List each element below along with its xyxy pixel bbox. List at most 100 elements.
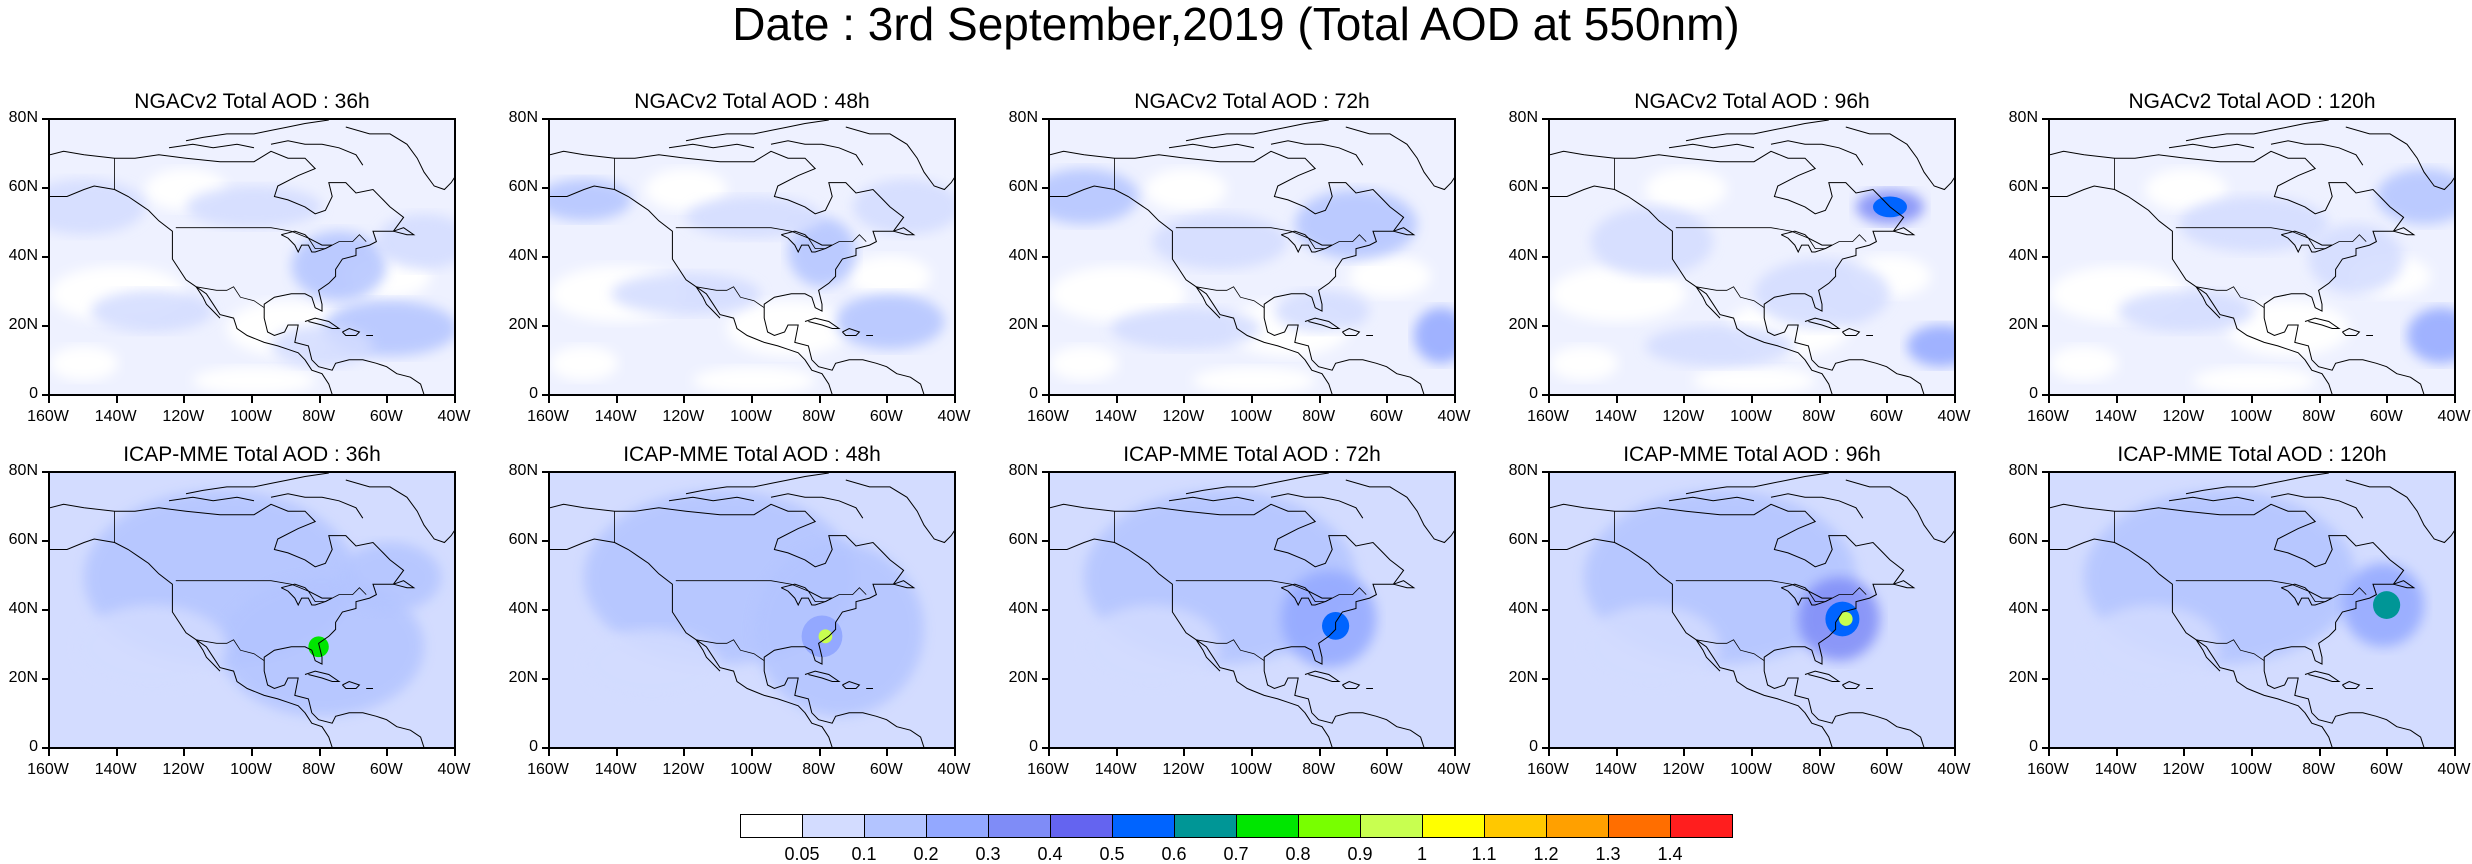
lon-tick <box>1048 749 1050 756</box>
lat-tick <box>542 540 548 542</box>
lon-tick-label: 60W <box>369 761 403 778</box>
lat-tick-label: 80N <box>508 462 538 479</box>
coastline <box>2050 185 2333 394</box>
colorbar-label: 0.1 <box>851 844 877 864</box>
lat-tick <box>2042 118 2048 120</box>
lon-tick-label: 100W <box>730 761 772 778</box>
map-panel: NGACv2 Total AOD : 36h 80N 60N 40N 20N 0 160W 1… <box>9 90 471 425</box>
lon-tick <box>2251 749 2253 756</box>
panel-title: ICAP-MME Total AOD : 120h <box>2117 443 2387 466</box>
aod-plume <box>1111 307 1261 350</box>
aod-plume <box>77 605 227 689</box>
lon-tick <box>954 396 956 403</box>
lat-tick-label: 40N <box>1508 600 1538 617</box>
lat-tick-label: 60N <box>1508 178 1538 195</box>
map-frame <box>1048 118 1456 396</box>
coastline <box>185 120 329 142</box>
country-border <box>1675 227 1867 249</box>
lon-tick <box>183 749 186 756</box>
aod-clear-patch <box>1192 366 1316 394</box>
lat-tick-label: 40N <box>2008 247 2038 264</box>
aod-plume <box>1050 168 1139 225</box>
lon-tick <box>2183 749 2186 756</box>
lon-tick <box>2183 396 2186 403</box>
lat-tick-label: 60N <box>508 178 538 195</box>
coastline <box>2304 317 2341 329</box>
map-frame <box>548 118 956 396</box>
lon-tick <box>1048 396 1050 403</box>
lat-tick-label: 0 <box>1529 738 1538 755</box>
coastline <box>168 496 255 502</box>
map-panel: ICAP-MME Total AOD : 96h 80N 60N 40N 20N 0 160… <box>1509 443 1971 778</box>
lat-tick-label: 60N <box>508 531 538 548</box>
coastline <box>2050 503 2425 747</box>
coastline <box>1695 286 1721 319</box>
aod-clear-patch <box>726 300 850 357</box>
coastline <box>1270 493 1364 519</box>
colorbar-box <box>1546 814 1609 838</box>
aod-plume <box>611 272 761 315</box>
colorbar-label: 1.4 <box>1657 844 1683 864</box>
lon-tick <box>2048 396 2050 403</box>
country-border <box>675 580 867 602</box>
lon-tick-label: 120W <box>162 761 205 778</box>
coastline <box>1195 639 1221 672</box>
lat-tick <box>2042 394 2048 396</box>
lon-tick-label: 140W <box>594 408 637 425</box>
lon-tick <box>48 749 50 756</box>
lat-tick-label: 60N <box>1008 178 1038 195</box>
coastline <box>342 680 361 689</box>
lon-tick-label: 140W <box>1094 408 1137 425</box>
colorbar-box <box>1298 814 1361 838</box>
aod-plume <box>584 629 720 699</box>
coastline <box>1550 185 1833 394</box>
colorbar-box <box>926 814 989 838</box>
coastline <box>2280 230 2333 254</box>
country-border <box>2175 580 2367 602</box>
lon-tick <box>1386 749 1389 756</box>
aod-plume <box>2308 224 2404 294</box>
coastline <box>1845 479 1954 544</box>
aod-map <box>550 473 954 747</box>
coastline <box>1185 120 1329 142</box>
colorbar-label: 1.2 <box>1533 844 1559 864</box>
lon-tick <box>2115 396 2118 403</box>
lat-tick-label: 80N <box>1008 109 1038 126</box>
coastline <box>1668 496 1755 502</box>
colorbar-box <box>1360 814 1423 838</box>
panel-title: ICAP-MME Total AOD : 96h <box>1623 443 1881 466</box>
aod-map <box>2050 473 2454 747</box>
coastline <box>50 503 425 747</box>
coastline <box>550 538 833 747</box>
lon-tick <box>1548 749 1550 756</box>
coastline <box>804 317 841 329</box>
lat-tick-label: 20N <box>8 669 38 686</box>
lat-tick-label: 40N <box>8 600 38 617</box>
lon-tick-label: 120W <box>2162 761 2205 778</box>
coastline <box>1842 327 1861 336</box>
coastline <box>1550 150 1925 394</box>
lat-tick-label: 60N <box>8 531 38 548</box>
coastline <box>280 583 333 607</box>
lat-tick <box>2042 540 2048 542</box>
aod-clear-patch <box>192 366 316 394</box>
colorbar-box <box>1670 814 1733 838</box>
aod-plume <box>339 542 441 612</box>
lat-tick <box>42 678 48 680</box>
lat-tick-label: 80N <box>1508 109 1538 126</box>
lat-tick-label: 0 <box>2029 738 2038 755</box>
coastline <box>2185 120 2329 142</box>
colorbar-box <box>864 814 927 838</box>
map-panel: NGACv2 Total AOD : 72h 80N 60N 40N 20N 0 160W 1… <box>1009 90 1471 425</box>
aod-plume <box>2407 307 2454 364</box>
lat-tick-label: 40N <box>1008 247 1038 264</box>
lon-tick <box>1751 396 1753 403</box>
lat-tick <box>1542 471 1548 473</box>
lat-tick <box>1542 540 1548 542</box>
lat-tick-label: 20N <box>1008 316 1038 333</box>
coastline <box>668 143 755 149</box>
lon-tick <box>1115 396 1118 403</box>
coastline <box>2280 583 2333 607</box>
coastline <box>1195 286 1221 319</box>
lon-tick-label: 100W <box>1230 761 1272 778</box>
